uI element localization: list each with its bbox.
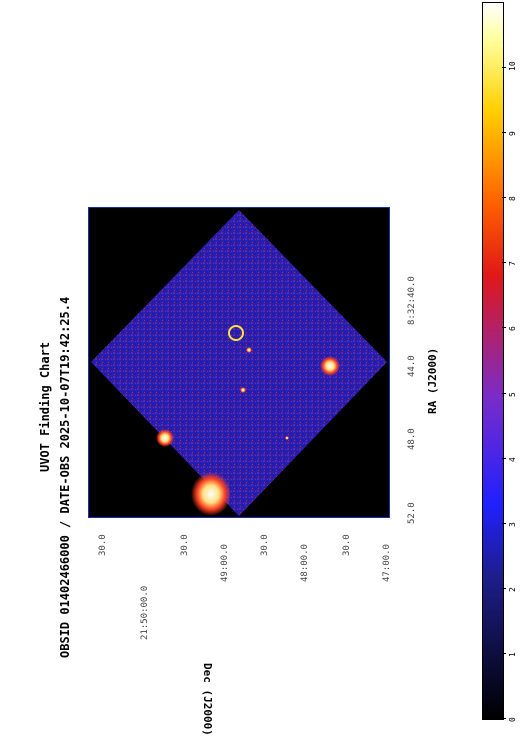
detector-field [91, 210, 387, 516]
dec-tick: 30.0 [98, 534, 108, 556]
dec-tick: 49:00.0 [220, 544, 230, 582]
colorbar-tick-mark [502, 327, 506, 329]
colorbar-tick-label: 6 [508, 326, 517, 332]
colorbar-tick-mark [502, 457, 506, 459]
chart-subtitle: OBSID 01402466000 / DATE-OBS 2025-10-07T… [58, 296, 72, 658]
colorbar-tick-mark [502, 522, 506, 524]
colorbar-tick-label: 1 [508, 652, 517, 657]
dec-tick: 48:00.0 [300, 544, 310, 582]
star [246, 347, 252, 353]
colorbar-tick-mark [502, 652, 506, 654]
target-circle [228, 325, 244, 341]
ra-tick: 48.0 [407, 428, 417, 450]
colorbar-tick-label: 9 [508, 131, 517, 137]
y-axis-label: Dec (J2000) [201, 663, 214, 736]
colorbar-tick-label: 3 [508, 521, 517, 527]
colorbar-tick-mark [502, 262, 506, 264]
bright-source [320, 356, 340, 376]
colorbar-tick-label: 0 [508, 717, 517, 722]
dec-tick: 21:50:00.0 [140, 585, 150, 640]
x-axis-label: RA (J2000) [426, 347, 439, 414]
colorbar-tick-mark [502, 392, 506, 394]
star [285, 436, 289, 440]
colorbar-tick-mark [502, 587, 506, 589]
bright-source [156, 429, 174, 447]
dec-tick: 30.0 [342, 534, 352, 556]
sky-image [91, 210, 387, 516]
colorbar-tick-mark [502, 67, 506, 69]
colorbar-tick-mark [502, 197, 506, 199]
image-frame [88, 207, 390, 518]
star [240, 387, 246, 393]
colorbar-tick-label: 5 [508, 391, 517, 397]
colorbar-tick-label: 10 [508, 61, 517, 72]
chart-title: UVOT Finding Chart [38, 341, 52, 472]
ra-tick: 8:32:40.0 [407, 276, 417, 325]
colorbar-tick-label: 4 [508, 456, 517, 462]
colorbar [482, 2, 504, 720]
bright-source [191, 472, 231, 516]
colorbar-tick-label: 8 [508, 196, 517, 202]
colorbar-tick-label: 2 [508, 586, 517, 592]
colorbar-tick-label: 7 [508, 261, 517, 267]
dec-tick: 30.0 [260, 534, 270, 556]
dec-tick: 47:00.0 [382, 544, 392, 582]
colorbar-tick-mark [502, 132, 506, 134]
ra-tick: 52.0 [407, 502, 417, 524]
ra-tick: 44.0 [407, 355, 417, 377]
dec-tick: 30.0 [180, 534, 190, 556]
colorbar-tick-mark [502, 718, 506, 719]
